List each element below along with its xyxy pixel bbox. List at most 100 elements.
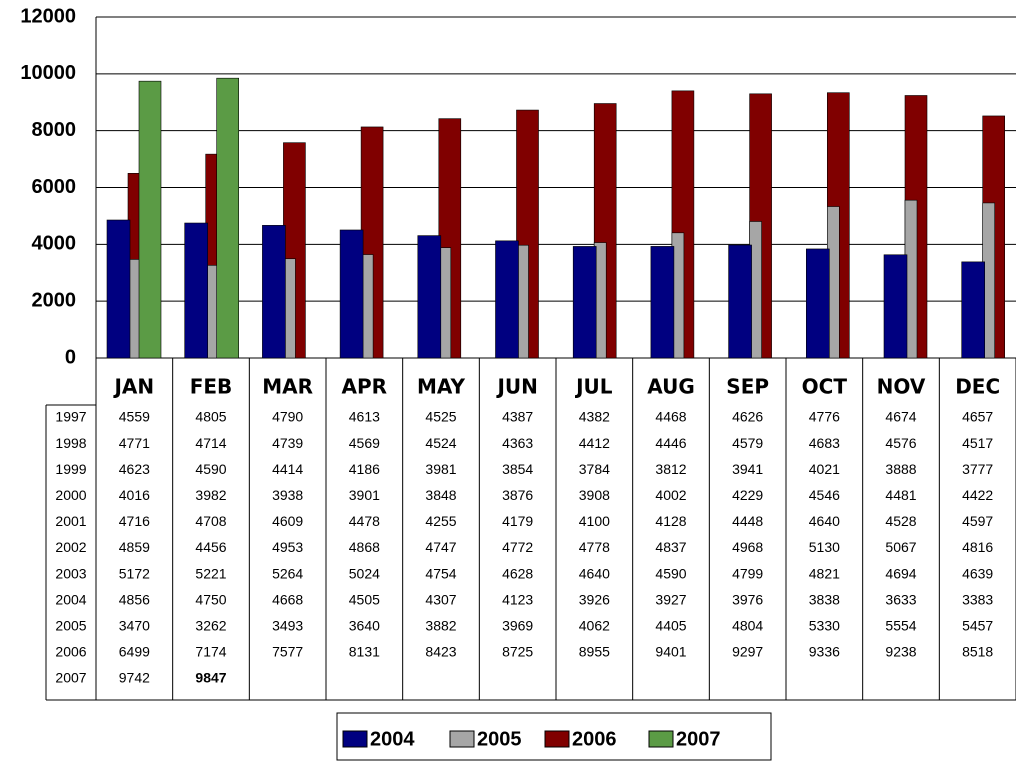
x-tick-label: JUN xyxy=(495,375,537,399)
table-cell: 4525 xyxy=(425,409,456,425)
table-cell: 8955 xyxy=(579,644,610,660)
table-cell: 3969 xyxy=(502,618,533,634)
table-cell: 4716 xyxy=(119,513,150,529)
table-cell: 5172 xyxy=(119,565,150,581)
x-tick-label: AUG xyxy=(647,375,695,399)
legend-swatch xyxy=(544,730,570,748)
table-cell: 4229 xyxy=(732,487,763,503)
table-cell: 3926 xyxy=(579,591,610,607)
table-cell: 4657 xyxy=(962,409,993,425)
table-cell: 4804 xyxy=(732,618,763,634)
legend-swatch xyxy=(449,730,475,748)
table-cell: 4179 xyxy=(502,513,533,529)
y-tick-label: 0 xyxy=(65,346,76,368)
y-tick-label: 8000 xyxy=(32,119,77,141)
table-cell: 4868 xyxy=(349,539,380,555)
table-cell: 3882 xyxy=(425,618,456,634)
bar xyxy=(961,261,986,359)
bar xyxy=(728,244,752,359)
table-cell: 4456 xyxy=(195,539,226,555)
table-cell: 3927 xyxy=(655,591,686,607)
table-cell: 3777 xyxy=(962,461,993,477)
table-cell: 4062 xyxy=(579,618,610,634)
legend-label: 2005 xyxy=(477,728,522,750)
table-cell: 5067 xyxy=(885,539,916,555)
y-tick-label: 12000 xyxy=(20,5,76,27)
table-cell: 8423 xyxy=(425,644,456,660)
table-cell: 4859 xyxy=(119,539,150,555)
table-cell: 3493 xyxy=(272,618,303,634)
x-tick-label: DEC xyxy=(955,375,1000,399)
legend-label: 2004 xyxy=(370,728,415,750)
row-label: 2005 xyxy=(55,618,86,634)
row-label: 2006 xyxy=(55,644,86,660)
row-label: 2004 xyxy=(55,591,86,607)
table-cell: 4546 xyxy=(809,487,840,503)
table-cell: 4714 xyxy=(195,435,226,451)
table-cell: 9401 xyxy=(655,644,686,660)
table-cell: 4505 xyxy=(349,591,380,607)
x-tick-label: MAR xyxy=(262,375,313,399)
x-tick-label: SEP xyxy=(726,375,769,399)
x-tick-label: JUL xyxy=(574,375,613,399)
table-cell: 4363 xyxy=(502,435,533,451)
table-cell: 4186 xyxy=(349,461,380,477)
table-cell: 4255 xyxy=(425,513,456,529)
table-cell: 4772 xyxy=(502,539,533,555)
y-tick-label: 2000 xyxy=(32,289,77,311)
table-cell: 7174 xyxy=(195,644,226,660)
bar xyxy=(883,254,908,359)
table-cell: 3262 xyxy=(195,618,226,634)
table-cell: 3901 xyxy=(349,487,380,503)
table-cell: 4021 xyxy=(809,461,840,477)
table-cell: 5024 xyxy=(349,565,380,581)
table-cell: 4382 xyxy=(579,409,610,425)
row-label: 2007 xyxy=(55,670,86,686)
table-cell: 4468 xyxy=(655,409,686,425)
table-cell: 8518 xyxy=(962,644,993,660)
table-cell: 3888 xyxy=(885,461,916,477)
bar xyxy=(495,240,519,359)
x-tick-label: JAN xyxy=(112,375,154,399)
bar xyxy=(417,235,442,359)
bar xyxy=(650,246,675,359)
table-cell: 4776 xyxy=(809,409,840,425)
table-cell: 9336 xyxy=(809,644,840,660)
table-cell: 3908 xyxy=(579,487,610,503)
bar xyxy=(106,219,131,359)
table-cell: 3938 xyxy=(272,487,303,503)
table-cell: 4412 xyxy=(579,435,610,451)
table-cell: 5221 xyxy=(195,565,226,581)
table-cell: 9742 xyxy=(119,670,150,686)
table-cell: 4128 xyxy=(655,513,686,529)
table-cell: 4524 xyxy=(425,435,456,451)
table-cell: 3982 xyxy=(195,487,226,503)
table-cell: 3941 xyxy=(732,461,763,477)
table-cell: 5554 xyxy=(885,618,916,634)
table-cell: 4640 xyxy=(579,565,610,581)
table-cell: 4856 xyxy=(119,591,150,607)
table-cell: 4739 xyxy=(272,435,303,451)
table-cell: 8725 xyxy=(502,644,533,660)
table-cell: 4609 xyxy=(272,513,303,529)
table-cell: 9847 xyxy=(195,670,226,686)
table-cell: 4639 xyxy=(962,565,993,581)
table-cell: 4708 xyxy=(195,513,226,529)
x-tick-label: APR xyxy=(342,375,388,399)
table-cell: 4590 xyxy=(655,565,686,581)
row-label: 1998 xyxy=(55,435,86,451)
row-label: 2002 xyxy=(55,539,86,555)
bar xyxy=(184,222,208,359)
table-cell: 4590 xyxy=(195,461,226,477)
table-cell: 4448 xyxy=(732,513,763,529)
table-cell: 4747 xyxy=(425,539,456,555)
table-cell: 4559 xyxy=(119,409,150,425)
legend-label: 2007 xyxy=(676,728,721,750)
table-cell: 4517 xyxy=(962,435,993,451)
table-cell: 4414 xyxy=(272,461,303,477)
table-cell: 3838 xyxy=(809,591,840,607)
table-cell: 4626 xyxy=(732,409,763,425)
table-cell: 4750 xyxy=(195,591,226,607)
legend-label: 2006 xyxy=(572,728,617,750)
table-cell: 4816 xyxy=(962,539,993,555)
